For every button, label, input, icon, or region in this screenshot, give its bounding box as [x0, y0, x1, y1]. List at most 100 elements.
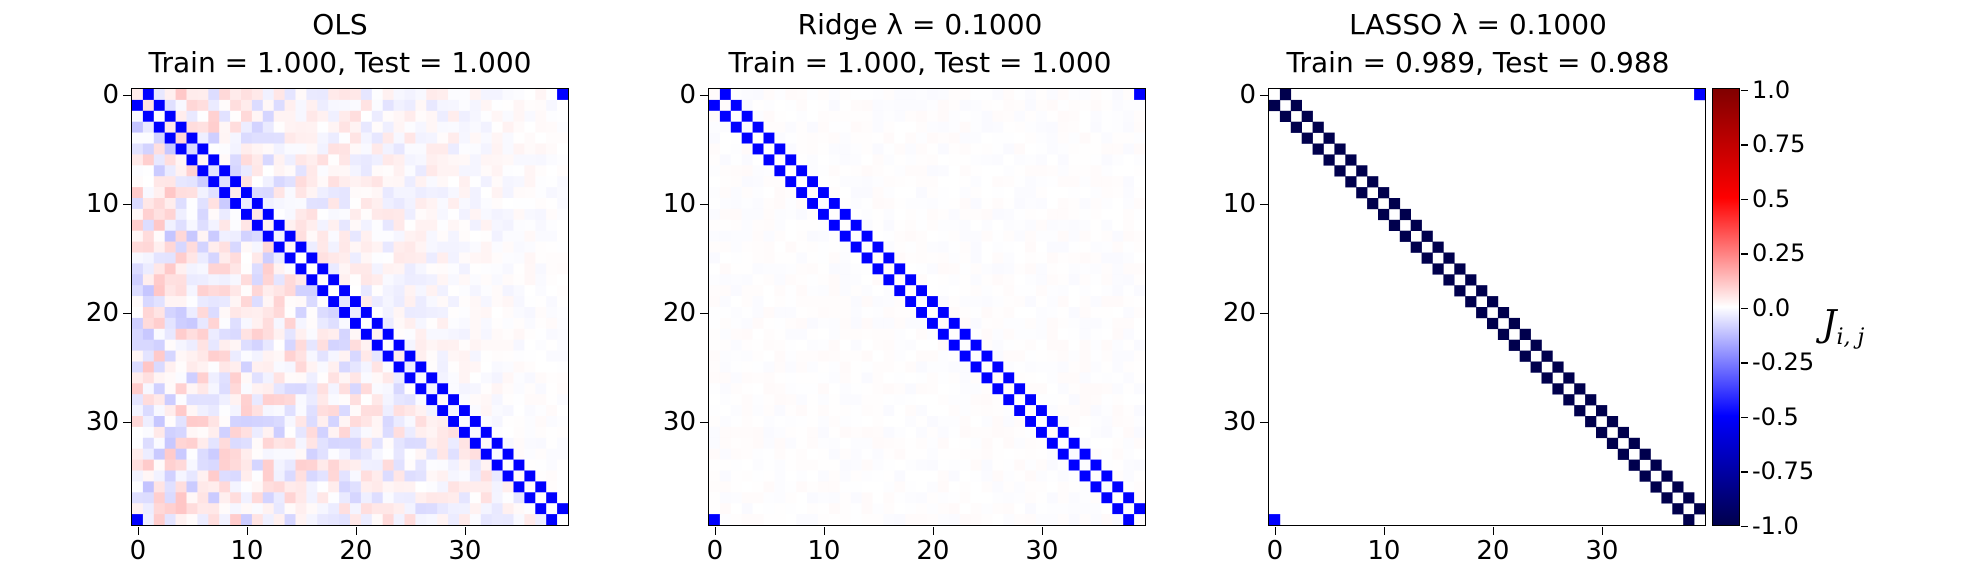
- heatmap-cell: [828, 339, 841, 351]
- heatmap-cell: [916, 263, 928, 275]
- colorbar-tick-label: -0.75: [1752, 457, 1815, 485]
- heatmap-cell: [1057, 350, 1069, 362]
- heatmap-cell: [959, 448, 971, 460]
- heatmap-cell: [415, 317, 427, 330]
- heatmap-cell: [1112, 99, 1124, 112]
- heatmap-cell: [459, 372, 471, 384]
- heatmap-cell: [1057, 339, 1069, 351]
- heatmap-cell: [371, 328, 383, 340]
- heatmap-cell: [219, 208, 231, 221]
- heatmap-cell: [153, 89, 165, 101]
- heatmap-cell: [360, 437, 373, 449]
- heatmap-cell: [273, 230, 285, 242]
- heatmap-cell: [1068, 285, 1080, 297]
- heatmap-cell: [513, 383, 525, 395]
- heatmap-cell: [839, 481, 851, 493]
- heatmap-cell: [197, 187, 209, 199]
- heatmap-cell: [1003, 350, 1015, 362]
- heatmap-cell: [1068, 470, 1080, 482]
- heatmap-cell: [360, 230, 373, 242]
- heatmap-cell: [208, 219, 220, 231]
- heatmap-cell: [513, 416, 525, 428]
- x-tick-label: 20: [1476, 536, 1510, 566]
- heatmap-cell-coupling: [1378, 208, 1390, 221]
- heatmap-cell: [905, 481, 917, 493]
- heatmap-cell: [905, 416, 917, 428]
- heatmap-cell: [1068, 208, 1080, 221]
- heatmap-cell: [295, 339, 307, 351]
- heatmap-cell: [1046, 241, 1059, 253]
- heatmap-cell: [1036, 252, 1048, 264]
- heatmap-cell-coupling: [1014, 383, 1026, 395]
- heatmap-cell: [1057, 296, 1069, 308]
- heatmap-cell: [524, 143, 536, 155]
- heatmap-cell: [774, 263, 786, 275]
- heatmap-cell: [197, 296, 209, 308]
- heatmap-cell-coupling: [513, 481, 525, 493]
- heatmap-cell: [959, 470, 971, 482]
- heatmap-cell: [959, 481, 971, 493]
- heatmap-cell: [459, 339, 471, 351]
- heatmap-cell: [807, 503, 819, 515]
- heatmap-cell: [1068, 219, 1080, 231]
- heatmap-cell: [1123, 143, 1135, 155]
- heatmap-cell: [839, 132, 851, 144]
- heatmap-cell: [241, 263, 253, 275]
- heatmap-cell: [513, 252, 525, 264]
- heatmap-cell: [153, 350, 165, 362]
- heatmap-cell: [513, 208, 525, 221]
- heatmap-cell: [741, 274, 753, 286]
- heatmap-cell: [339, 492, 351, 504]
- heatmap-cell: [839, 426, 851, 439]
- heatmap-cell: [437, 437, 449, 449]
- heatmap-cell: [219, 143, 231, 155]
- heatmap-cell: [981, 448, 993, 460]
- heatmap-cell: [546, 198, 558, 210]
- heatmap-cell-coupling: [992, 361, 1004, 373]
- heatmap-cell: [807, 89, 819, 101]
- heatmap-cell: [1112, 361, 1124, 373]
- heatmap-cell: [513, 503, 525, 515]
- heatmap-cell: [480, 492, 492, 504]
- heatmap-cell: [872, 154, 884, 166]
- heatmap-cell: [1112, 121, 1124, 133]
- heatmap-cell: [437, 263, 449, 275]
- heatmap-cell: [142, 481, 155, 493]
- heatmap-cell: [186, 394, 198, 406]
- heatmap-cell: [937, 383, 950, 395]
- heatmap-cell-coupling: [251, 198, 264, 210]
- heatmap-cell: [502, 503, 514, 515]
- heatmap-cell: [970, 514, 982, 525]
- heatmap-cell: [861, 361, 873, 373]
- heatmap-cell: [828, 481, 841, 493]
- heatmap-cell: [1036, 121, 1048, 133]
- heatmap-cell-coupling: [1123, 492, 1135, 504]
- heatmap-cell: [1046, 89, 1059, 101]
- heatmap-cell: [818, 416, 830, 428]
- heatmap-cell: [785, 132, 797, 144]
- heatmap-cell: [524, 394, 536, 406]
- heatmap-cell: [992, 154, 1004, 166]
- heatmap-cell: [393, 296, 405, 308]
- heatmap-cell: [328, 208, 340, 221]
- heatmap-cell: [306, 372, 318, 384]
- heatmap-cell: [262, 426, 274, 439]
- heatmap-cell: [426, 176, 438, 188]
- heatmap-cell: [927, 328, 939, 340]
- heatmap-cell: [295, 296, 307, 308]
- heatmap-cell: [1134, 143, 1145, 155]
- heatmap-cell: [796, 285, 808, 297]
- heatmap-cell-coupling: [1617, 426, 1629, 439]
- heatmap-cell-coupling: [1367, 198, 1379, 210]
- heatmap-cell: [807, 132, 819, 144]
- heatmap-cell: [284, 165, 296, 177]
- heatmap-cell: [284, 198, 296, 210]
- heatmap-cell: [970, 317, 982, 330]
- heatmap-cell: [981, 416, 993, 428]
- heatmap-cell: [230, 339, 242, 351]
- heatmap-cell: [186, 317, 198, 330]
- heatmap-cell: [219, 99, 231, 112]
- heatmap-cell: [339, 241, 351, 253]
- heatmap-cell: [524, 514, 536, 525]
- heatmap-cell: [230, 99, 242, 112]
